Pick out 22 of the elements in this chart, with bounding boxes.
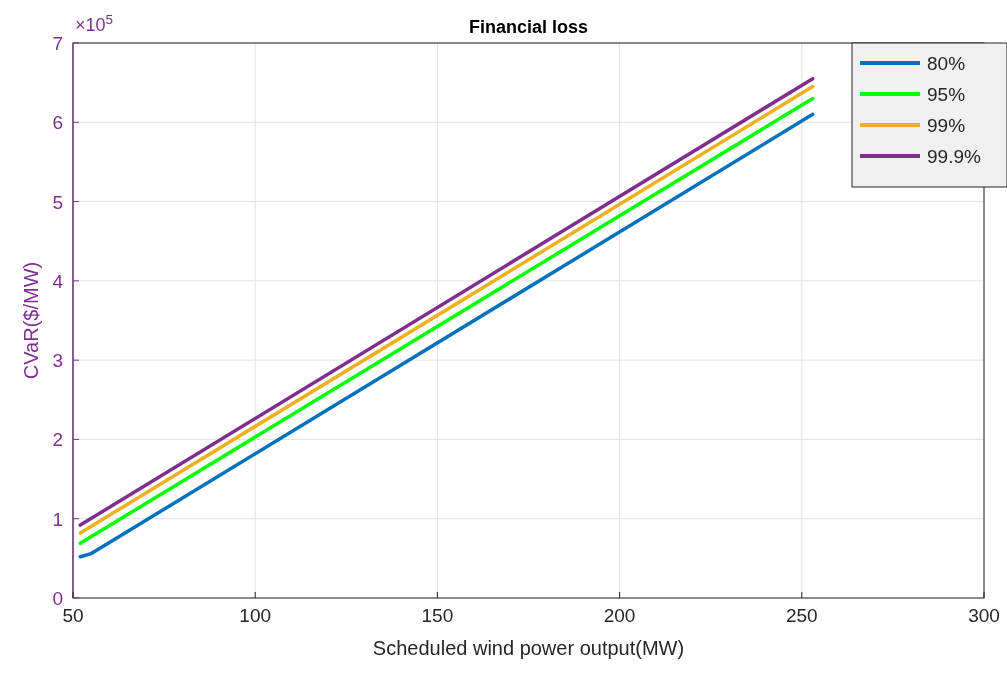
y-tick-label: 6 [52, 112, 63, 134]
legend-label: 95% [927, 84, 966, 105]
y-tick-label: 7 [52, 33, 63, 54]
y-axis-title: CVaR($/MW) [20, 261, 42, 380]
text: ×10$^{5}$ [75, 11, 114, 35]
x-tick-label: 150 [421, 605, 454, 626]
x-tick-label: 300 [968, 605, 1000, 626]
y-tick-label: 1 [52, 508, 63, 530]
y-tick-label: 2 [52, 429, 63, 451]
y-tick-label: 3 [52, 350, 63, 372]
x-tick-label: 200 [603, 605, 636, 626]
y-tick-label: 4 [52, 270, 64, 292]
legend-label: 99.9% [927, 146, 981, 167]
legend-label: 99% [927, 115, 966, 136]
x-tick-label: 250 [785, 605, 818, 626]
x-tick-label: 50 [62, 605, 84, 626]
x-tick-label: 100 [239, 605, 272, 626]
y-tick-label: 0 [52, 588, 63, 609]
legend-label: 80% [927, 53, 966, 74]
y-tick-label: 5 [52, 191, 63, 213]
chart-title: Financial loss [468, 17, 589, 37]
x-axis-title: Scheduled wind power output(MW) [372, 637, 685, 659]
